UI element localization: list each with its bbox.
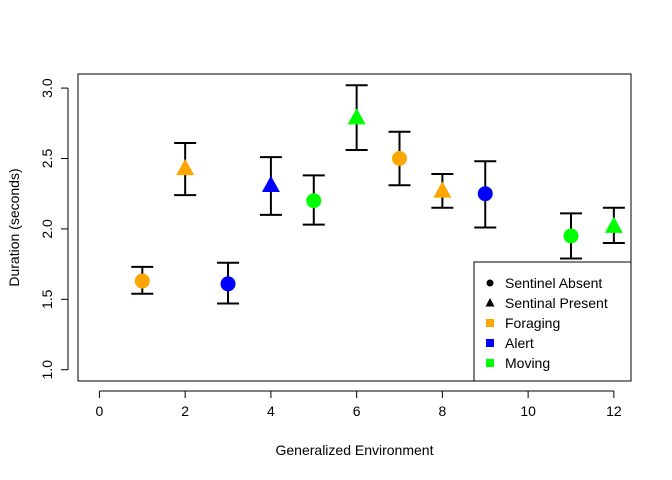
data-point-triangle bbox=[261, 175, 280, 193]
data-point-circle bbox=[306, 193, 322, 209]
data-point-circle bbox=[392, 150, 408, 166]
legend-box bbox=[473, 261, 632, 382]
data-point-triangle bbox=[347, 108, 366, 125]
y-axis-label: Duration (seconds) bbox=[6, 168, 22, 286]
x-tick-label: 12 bbox=[606, 403, 622, 419]
x-tick-label: 0 bbox=[96, 403, 104, 419]
x-tick-label: 6 bbox=[353, 403, 361, 419]
legend-label: Alert bbox=[505, 335, 534, 351]
legend-marker-square bbox=[486, 339, 494, 347]
x-tick-label: 2 bbox=[181, 403, 189, 419]
y-tick-label: 1.0 bbox=[39, 360, 55, 380]
legend-label: Sentinal Present bbox=[505, 295, 608, 311]
legend-marker-triangle bbox=[485, 298, 495, 307]
y-axis: 1.0 1.5 2.0 2.5 3.0 bbox=[39, 78, 69, 380]
data-point-circle bbox=[134, 273, 150, 289]
y-tick-label: 2.0 bbox=[39, 219, 55, 239]
legend-marker-circle bbox=[486, 279, 494, 287]
x-tick-label: 8 bbox=[438, 403, 446, 419]
y-tick-label: 1.5 bbox=[39, 289, 55, 309]
data-point-circle bbox=[477, 186, 493, 202]
x-axis-label: Generalized Environment bbox=[276, 442, 434, 458]
legend-label: Sentinel Absent bbox=[505, 275, 602, 291]
data-points bbox=[134, 108, 623, 292]
x-tick-label: 4 bbox=[267, 403, 275, 419]
legend-marker-square bbox=[486, 359, 494, 367]
plot-area-frame bbox=[77, 73, 632, 382]
legend-label: Moving bbox=[505, 355, 550, 371]
legend-label: Foraging bbox=[505, 315, 560, 331]
data-point-circle bbox=[220, 276, 236, 292]
legend: Sentinel Absent Sentinal Present Foraging A… bbox=[473, 261, 632, 382]
x-axis: 0 2 4 6 8 10 12 bbox=[96, 390, 622, 419]
data-point-triangle bbox=[604, 216, 623, 233]
x-tick-label: 10 bbox=[520, 403, 536, 419]
y-tick-label: 2.5 bbox=[39, 149, 55, 169]
data-point-circle bbox=[563, 228, 579, 244]
data-point-triangle bbox=[433, 181, 452, 198]
data-point-triangle bbox=[176, 158, 195, 176]
legend-marker-square bbox=[486, 319, 494, 327]
y-tick-label: 3.0 bbox=[39, 78, 55, 98]
